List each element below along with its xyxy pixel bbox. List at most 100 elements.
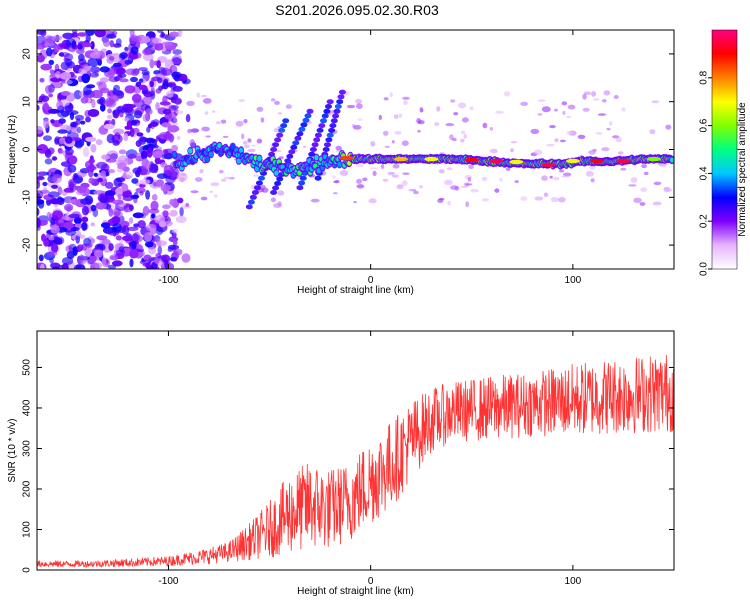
- noise-cell: [205, 135, 211, 138]
- hotspot-cell: [541, 162, 556, 167]
- noise-cell: [417, 129, 421, 133]
- noise-cell: [100, 222, 111, 229]
- noise-cell: [396, 184, 404, 190]
- noise-cell: [419, 107, 424, 113]
- noise-cell: [142, 48, 152, 56]
- noise-cell: [499, 177, 503, 182]
- noise-cell: [105, 190, 116, 197]
- noise-cell: [103, 123, 115, 130]
- noise-cell: [585, 170, 594, 177]
- snr-plot: -100 0 100 0 100 200 300 400 500 Height of straig…: [7, 330, 675, 597]
- noise-cell: [489, 148, 498, 154]
- streak-cell: [249, 194, 257, 200]
- noise-cell: [127, 153, 137, 159]
- noise-cell: [123, 106, 135, 116]
- noise-cell: [176, 136, 181, 140]
- noise-cell: [126, 226, 139, 231]
- noise-cell: [115, 38, 122, 46]
- noise-cell: [470, 188, 479, 193]
- noise-cell: [117, 155, 129, 164]
- ridge-cell: [254, 166, 260, 172]
- noise-cell: [561, 175, 571, 178]
- noise-cell: [202, 98, 212, 104]
- noise-cell: [546, 143, 555, 147]
- noise-cell: [37, 217, 41, 228]
- noise-cell: [115, 67, 126, 75]
- noise-cell: [46, 47, 53, 57]
- noise-cell: [138, 67, 148, 72]
- noise-cell: [131, 178, 139, 184]
- noise-cell: [167, 244, 180, 250]
- noise-cell: [559, 139, 566, 143]
- snr-background: [37, 331, 674, 570]
- noise-cell: [639, 202, 646, 206]
- noise-cell: [303, 145, 306, 148]
- noise-cell: [530, 128, 540, 135]
- noise-cell: [53, 44, 60, 54]
- noise-cell: [37, 104, 40, 111]
- noise-cell: [65, 38, 76, 48]
- spectrogram-ytick-label: -20: [22, 237, 33, 252]
- noise-cell: [94, 30, 106, 38]
- noise-cell: [87, 255, 97, 263]
- noise-cell: [590, 178, 595, 183]
- snr-ytick-label: 100: [22, 521, 33, 538]
- streak-cell: [278, 127, 286, 133]
- noise-cell: [58, 52, 65, 57]
- noise-cell: [81, 221, 88, 231]
- noise-cell: [592, 148, 597, 152]
- colorbar-tick-label: 0.8: [699, 70, 710, 84]
- noise-cell: [38, 200, 45, 209]
- noise-cell: [128, 217, 134, 224]
- noise-cell: [76, 48, 85, 55]
- streak-cell: [334, 104, 342, 109]
- noise-cell: [52, 173, 62, 184]
- streak-cell: [300, 122, 308, 128]
- noise-cell: [122, 190, 133, 198]
- noise-cell: [552, 176, 560, 181]
- noise-cell: [48, 93, 53, 98]
- noise-cell: [124, 46, 129, 52]
- noise-cell: [115, 187, 123, 197]
- noise-cell: [168, 31, 180, 38]
- noise-cell: [43, 118, 50, 129]
- noise-cell: [107, 169, 116, 174]
- figure-title: S201.2026.095.02.30.R03: [275, 2, 439, 18]
- noise-cell: [346, 104, 356, 109]
- noise-cell: [356, 178, 363, 184]
- noise-cell: [44, 102, 49, 111]
- streak-cell: [276, 132, 284, 138]
- noise-cell: [256, 138, 263, 144]
- streak-cell: [280, 123, 288, 129]
- noise-cell: [40, 95, 50, 102]
- noise-cell: [339, 170, 349, 176]
- noise-cell: [189, 139, 196, 148]
- noise-cell: [450, 99, 456, 103]
- noise-cell: [218, 169, 224, 174]
- noise-cell: [125, 104, 136, 109]
- noise-cell: [444, 179, 453, 186]
- noise-cell: [179, 176, 185, 183]
- noise-cell: [274, 100, 280, 105]
- noise-cell: [464, 183, 473, 186]
- noise-cell: [172, 49, 182, 55]
- noise-cell: [628, 184, 637, 187]
- noise-cell: [90, 51, 101, 59]
- noise-cell: [453, 112, 459, 116]
- noise-cell: [76, 126, 82, 134]
- noise-cell: [403, 100, 408, 106]
- noise-cell: [87, 57, 99, 67]
- noise-cell: [593, 98, 600, 101]
- noise-cell: [158, 85, 164, 91]
- noise-cell: [93, 48, 99, 53]
- streak-cell: [313, 137, 321, 143]
- noise-cell: [243, 119, 248, 124]
- noise-cell: [370, 141, 376, 147]
- noise-cell: [434, 122, 440, 126]
- snr-ytick-label: 500: [22, 359, 33, 376]
- noise-cell: [88, 177, 95, 184]
- noise-cell: [63, 57, 70, 63]
- snr-ylabel: SNR (10 * v/v): [7, 419, 18, 483]
- noise-cell: [68, 155, 78, 165]
- noise-cell: [549, 175, 553, 179]
